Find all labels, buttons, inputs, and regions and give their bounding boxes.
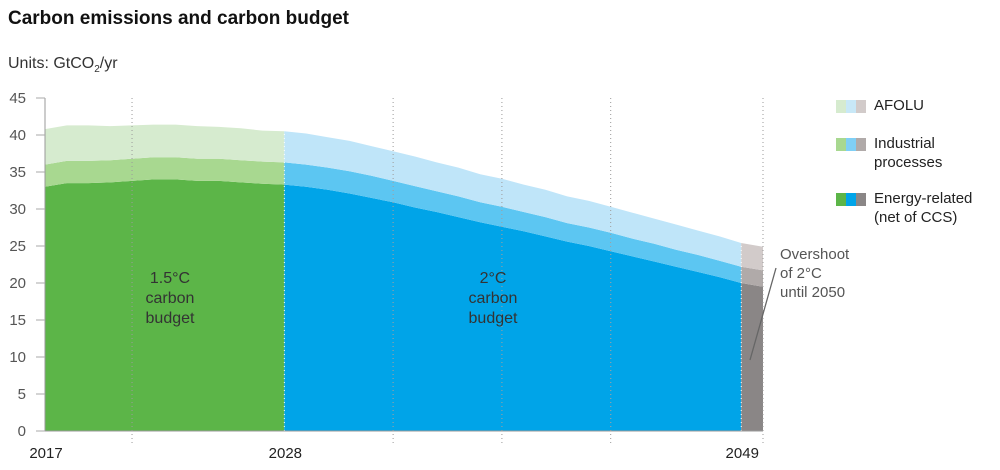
region-label: budget (146, 310, 195, 327)
green-afolu-area (45, 124, 285, 165)
units-suffix: /yr (99, 55, 118, 72)
legend-swatch (846, 193, 856, 206)
grey-afolu-area (741, 243, 763, 271)
overshoot-annotation: Overshoot of 2°C until 2050 (780, 246, 850, 301)
legend-label-industrial: Industrial processes (874, 135, 943, 171)
y-tick-label: 30 (9, 201, 26, 218)
legend-swatch (836, 100, 846, 113)
y-tick-label: 15 (9, 312, 26, 329)
x-tick-label: 2017 (29, 445, 62, 462)
overshoot-pointer (749, 267, 777, 361)
units-subscript: 2 (94, 64, 100, 76)
legend-swatch (856, 138, 866, 151)
legend-item-industrial: Industrial processes (836, 134, 942, 172)
y-tick-label: 0 (18, 423, 26, 440)
legend-item-energy: Energy-related (net of CCS) (836, 189, 972, 227)
green-energy-area (45, 179, 285, 431)
x-tick-label: 2049 (726, 445, 759, 462)
legend-swatch (836, 138, 846, 151)
chart-title: Carbon emissions and carbon budget (8, 8, 349, 29)
legend-item-afolu: AFOLU (836, 96, 924, 115)
legend-swatches (836, 100, 866, 113)
legend-swatches (836, 138, 866, 151)
legend-swatches (836, 193, 866, 206)
green-industrial-area (45, 157, 285, 187)
region-label: carbon (146, 290, 195, 307)
x-tick-label: 2028 (269, 445, 302, 462)
y-tick-label: 45 (9, 90, 26, 107)
legend-label-energy: Energy-related (net of CCS) (874, 190, 973, 226)
blue-industrial-area (284, 162, 742, 283)
legend-swatch (856, 100, 866, 113)
legend-swatch (846, 138, 856, 151)
grey-industrial-area (741, 266, 763, 287)
region-label: carbon (469, 290, 518, 307)
region-label: budget (469, 310, 518, 327)
y-tick-label: 20 (9, 275, 26, 292)
units-prefix: Units: GtCO (8, 55, 95, 72)
blue-afolu-area (284, 131, 742, 267)
grey-energy-area (741, 283, 763, 431)
region-label: 2°C (480, 270, 507, 287)
legend-swatch (856, 193, 866, 206)
region-label: 1.5°C (150, 270, 190, 287)
legend-label-afolu: AFOLU (874, 97, 925, 114)
blue-energy-area (284, 184, 742, 431)
y-tick-label: 5 (18, 386, 26, 403)
y-tick-label: 40 (9, 127, 26, 144)
legend-swatch (836, 193, 846, 206)
y-tick-label: 35 (9, 164, 26, 181)
y-tick-label: 10 (9, 349, 26, 366)
legend-swatch (846, 100, 856, 113)
y-tick-label: 25 (9, 238, 26, 255)
units-label: Units: GtCO2/yr (8, 55, 118, 75)
